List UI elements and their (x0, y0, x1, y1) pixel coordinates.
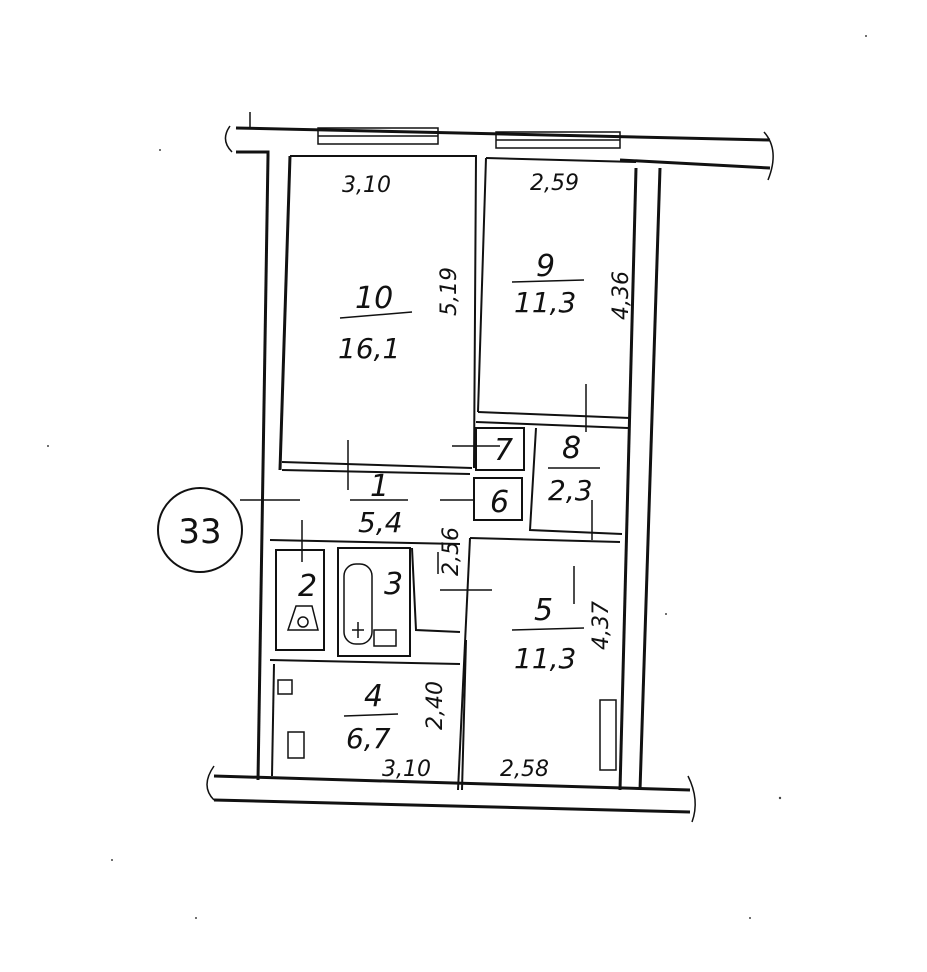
room-10-length-dim: 5,19 (437, 267, 462, 316)
apartment-number: 33 (178, 512, 221, 552)
room-5-number: 5 (534, 593, 553, 628)
stove-icon (277, 679, 293, 695)
room-7-number: 7 (494, 433, 513, 468)
room-9-area: 11,3 (514, 286, 576, 319)
bathtub-icon (343, 563, 373, 645)
room-4-area: 6,7 (346, 722, 391, 755)
sink-icon (373, 629, 397, 647)
room-5-width-dim: 2,58 (500, 757, 549, 782)
room-4-length-dim: 2,40 (423, 681, 448, 730)
room-9-number: 9 (536, 249, 555, 284)
room-1-length-dim: 2,56 (439, 527, 464, 576)
exterior-walls (206, 112, 774, 823)
room-1-number: 1 (370, 469, 389, 504)
scan-specks (47, 35, 867, 919)
room-1-area: 5,4 (358, 506, 403, 539)
apartment-number-badge: 33 (157, 487, 243, 573)
fixtures (277, 563, 397, 759)
fraction-lines (339, 279, 600, 717)
door-marks (240, 384, 593, 604)
interior-walls (269, 155, 637, 791)
room-10-width-dim: 3,10 (342, 173, 391, 198)
room-9-length-dim: 4,36 (609, 271, 634, 320)
room-10-number: 10 (355, 281, 393, 316)
kitchen-sink-icon (287, 731, 305, 759)
room-10-area: 16,1 (338, 332, 400, 365)
room-6-number: 6 (490, 485, 509, 520)
room-5-length-dim: 4,37 (589, 601, 614, 650)
toilet-icon (286, 605, 319, 631)
room-5-area: 11,3 (514, 642, 576, 675)
windows (317, 127, 621, 771)
room-4-number: 4 (364, 679, 383, 714)
room-2-number: 2 (298, 569, 317, 604)
dimension-labels: 3,10 5,19 2,59 4,36 2,56 4,37 2,58 3,10 … (342, 171, 634, 782)
room-9-width-dim: 2,59 (530, 171, 579, 196)
room-8-number: 8 (562, 431, 581, 466)
room-8-area: 2,3 (548, 474, 593, 507)
room-labels: 10 16,1 9 11,3 8 2,3 7 6 1 5,4 2 3 4 6,7… (298, 249, 593, 755)
room-4-width-dim: 3,10 (382, 757, 431, 782)
room-3-number: 3 (384, 567, 403, 602)
